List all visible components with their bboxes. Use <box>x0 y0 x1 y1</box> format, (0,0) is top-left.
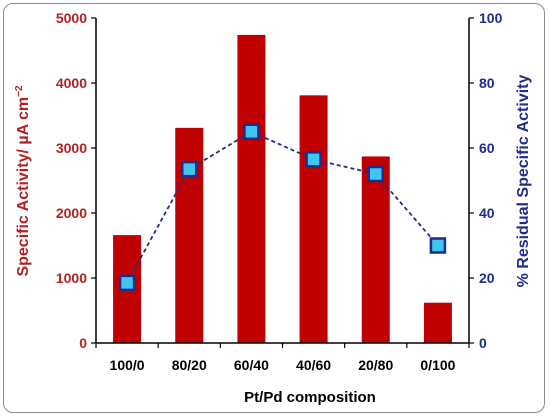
left-tick-label: 1000 <box>56 270 87 286</box>
left-axis-ticks: 0 1000 2000 3000 4000 5000 <box>56 10 96 351</box>
right-tick-label: 20 <box>479 270 495 286</box>
right-tick-label: 100 <box>479 10 503 26</box>
right-tick-label: 60 <box>479 140 495 156</box>
line-series-path <box>126 130 439 284</box>
x-tick-label: 40/60 <box>296 357 331 373</box>
bar-series <box>113 34 452 344</box>
line-point-80-20 <box>181 160 198 178</box>
right-tick-label: 80 <box>479 75 495 91</box>
left-axis-label: Specific Activity/ µA cm−2 <box>14 85 32 276</box>
x-axis-ticks: 100/0 80/20 60/40 40/60 20/80 0/100 <box>95 343 470 373</box>
left-tick-label: 3000 <box>56 140 87 156</box>
x-tick-label: 100/0 <box>110 357 145 373</box>
line-point-60-40 <box>243 123 260 140</box>
line-point-100-0 <box>118 274 136 292</box>
left-tick-label: 4000 <box>56 75 87 91</box>
line-point-40-60 <box>305 151 322 168</box>
left-tick-label: 2000 <box>56 205 87 221</box>
left-axis-label-sup: −2 <box>14 85 25 97</box>
x-axis-label: Pt/Pd composition <box>244 389 376 406</box>
x-tick-label: 0/100 <box>420 357 455 373</box>
x-tick-label: 20/80 <box>358 357 393 373</box>
right-tick-label: 40 <box>479 205 495 221</box>
line-point-20-80 <box>367 165 384 183</box>
right-tick-label: 0 <box>479 335 487 351</box>
x-tick-label: 80/20 <box>172 357 207 373</box>
chart-frame <box>3 3 545 413</box>
bar-20-80 <box>361 156 390 343</box>
bar-0-100 <box>423 302 452 343</box>
x-tick-label: 60/40 <box>234 357 269 373</box>
axes <box>95 18 470 344</box>
bar-60-40 <box>237 34 266 344</box>
right-axis-ticks: 0 20 40 60 80 100 <box>469 10 503 351</box>
line-series <box>118 123 447 292</box>
left-tick-label: 0 <box>79 335 87 351</box>
bar-40-60 <box>299 95 328 343</box>
left-axis-label-main: Specific Activity/ µA cm <box>15 97 32 277</box>
line-point-0-100 <box>429 237 447 254</box>
right-axis-label: % Residual Specific Activity <box>515 74 532 287</box>
bar-80-20 <box>175 127 204 343</box>
left-tick-label: 5000 <box>56 10 87 26</box>
